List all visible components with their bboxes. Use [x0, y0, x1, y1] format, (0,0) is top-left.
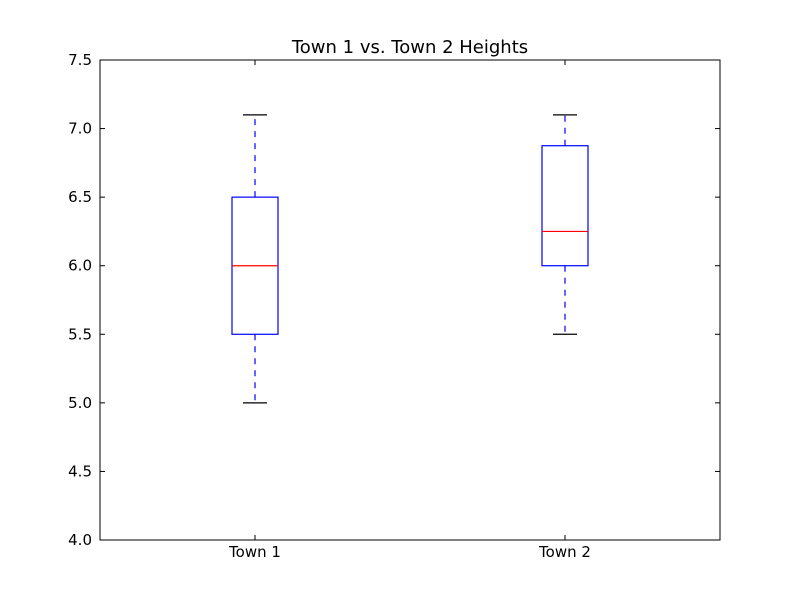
- box-town-2: [541, 114, 589, 335]
- y-tick-label: 5.5: [68, 325, 92, 343]
- y-tick-label: 5.0: [68, 394, 92, 412]
- y-tick-label: 6.0: [68, 257, 92, 275]
- plot-area-frame: [99, 59, 721, 541]
- y-tick-label: 6.5: [68, 188, 92, 206]
- box-town-1: [231, 114, 279, 404]
- y-tick-label: 7.0: [68, 120, 92, 138]
- chart-title: Town 1 vs. Town 2 Heights: [291, 37, 528, 58]
- x-tick-label: Town 1: [228, 543, 281, 561]
- y-tick-label: 4.0: [68, 531, 92, 549]
- y-axis: 4.0 4.5 5.0 5.5 6.0 6.5 7.0 7.5: [68, 51, 720, 549]
- x-axis: Town 1 Town 2: [228, 60, 591, 561]
- box-series: [231, 114, 589, 404]
- y-tick-label: 4.5: [68, 462, 92, 480]
- iqr-box: [541, 145, 589, 267]
- y-tick-label: 7.5: [68, 51, 92, 69]
- x-tick-label: Town 2: [538, 543, 591, 561]
